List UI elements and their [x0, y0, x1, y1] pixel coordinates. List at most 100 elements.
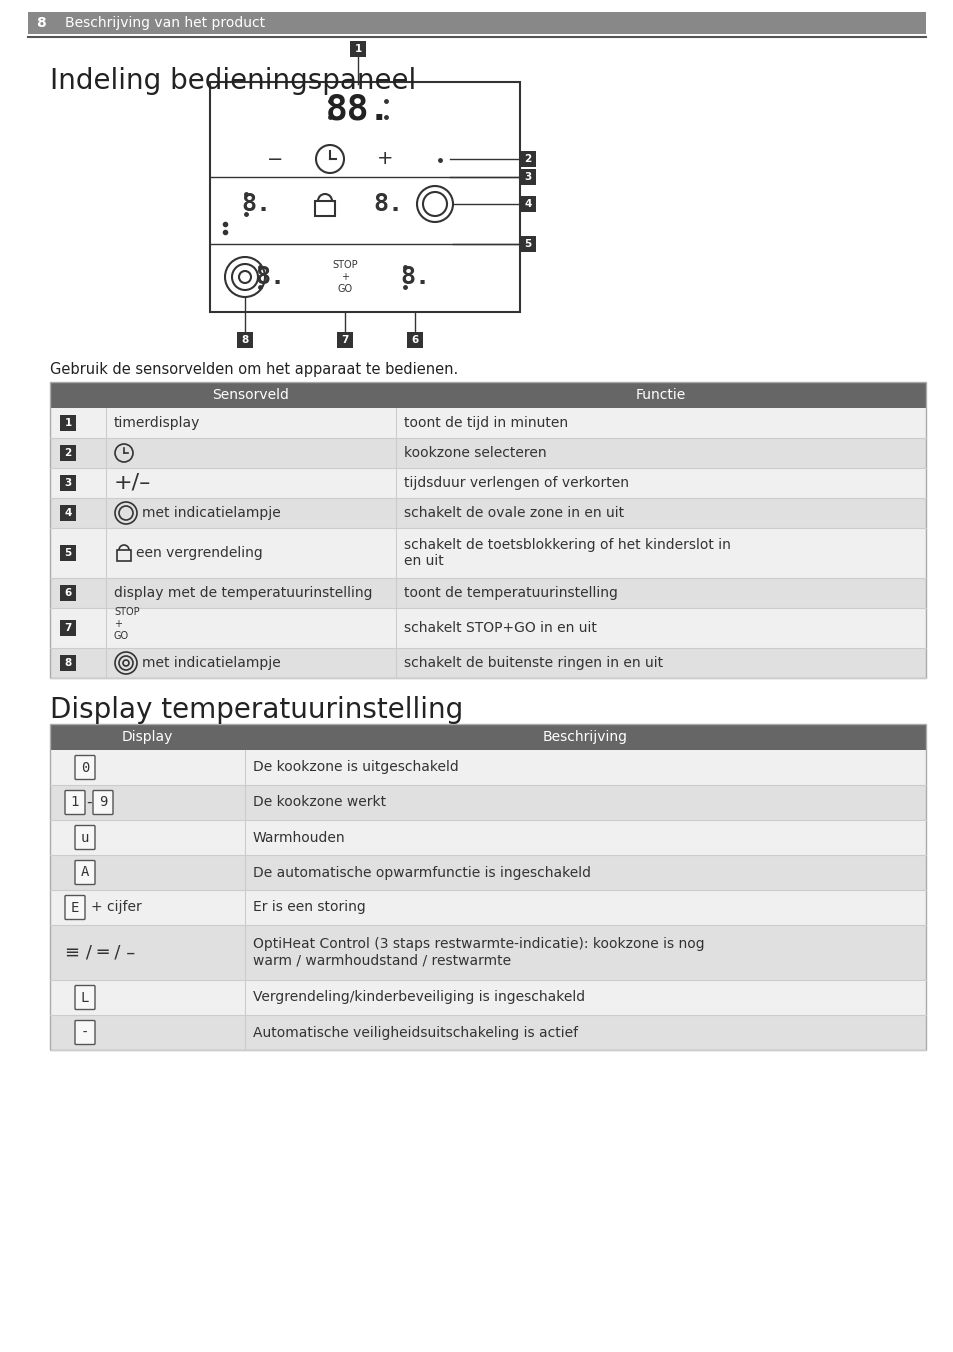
- FancyBboxPatch shape: [519, 196, 536, 212]
- Text: 7: 7: [64, 623, 71, 633]
- Text: tijdsduur verlengen of verkorten: tijdsduur verlengen of verkorten: [403, 476, 628, 489]
- FancyBboxPatch shape: [60, 415, 76, 431]
- Text: 4: 4: [524, 199, 531, 210]
- Text: +: +: [376, 150, 393, 169]
- Text: Display: Display: [122, 730, 173, 744]
- Text: E: E: [71, 900, 79, 914]
- Text: schakelt de buitenste ringen in en uit: schakelt de buitenste ringen in en uit: [403, 656, 662, 671]
- Text: met indicatielampje: met indicatielampje: [142, 506, 280, 521]
- Text: OptiHeat Control (3 staps restwarmte-indicatie): kookzone is nog
warm / warmhoud: OptiHeat Control (3 staps restwarmte-ind…: [253, 937, 704, 968]
- Bar: [28, 12, 925, 34]
- FancyBboxPatch shape: [60, 475, 76, 491]
- FancyBboxPatch shape: [336, 333, 353, 347]
- Bar: [50, 725, 925, 1051]
- Text: 8: 8: [241, 335, 249, 345]
- Text: 4: 4: [64, 508, 71, 518]
- Bar: [210, 82, 519, 312]
- Text: Sensorveld: Sensorveld: [213, 388, 289, 402]
- FancyBboxPatch shape: [60, 506, 76, 521]
- Text: timerdisplay: timerdisplay: [113, 416, 200, 430]
- Text: een vergrendeling: een vergrendeling: [136, 546, 262, 560]
- Bar: [50, 1015, 925, 1051]
- Text: Functie: Functie: [636, 388, 685, 402]
- FancyBboxPatch shape: [60, 585, 76, 602]
- Text: 8: 8: [36, 16, 46, 30]
- FancyBboxPatch shape: [60, 621, 76, 635]
- Text: 0: 0: [81, 760, 89, 775]
- Text: + cijfer: + cijfer: [91, 900, 142, 914]
- Bar: [50, 890, 925, 925]
- Text: STOP
+
GO: STOP + GO: [332, 261, 357, 293]
- Text: 1: 1: [71, 795, 79, 810]
- FancyBboxPatch shape: [75, 1021, 95, 1045]
- Text: Indeling bedieningspaneel: Indeling bedieningspaneel: [50, 68, 416, 95]
- FancyBboxPatch shape: [75, 756, 95, 780]
- Bar: [50, 498, 925, 529]
- Text: 5: 5: [64, 548, 71, 558]
- Bar: [50, 438, 925, 468]
- Text: A: A: [81, 865, 89, 880]
- Text: 3: 3: [524, 172, 531, 183]
- FancyBboxPatch shape: [65, 791, 85, 814]
- FancyBboxPatch shape: [519, 151, 536, 168]
- FancyBboxPatch shape: [519, 169, 536, 185]
- Text: ≡ / ═ / –: ≡ / ═ / –: [65, 944, 135, 961]
- Bar: [50, 786, 925, 821]
- Text: kookzone selecteren: kookzone selecteren: [403, 446, 546, 460]
- Text: 6: 6: [64, 588, 71, 598]
- FancyBboxPatch shape: [75, 826, 95, 849]
- Bar: [50, 980, 925, 1015]
- Bar: [50, 383, 925, 677]
- Text: 8.: 8.: [241, 192, 271, 216]
- Text: display met de temperatuurinstelling: display met de temperatuurinstelling: [113, 585, 372, 600]
- Text: 1: 1: [64, 418, 71, 429]
- Text: toont de temperatuurinstelling: toont de temperatuurinstelling: [403, 585, 618, 600]
- Text: −: −: [267, 150, 283, 169]
- Text: Vergrendeling/kinderbeveiliging is ingeschakeld: Vergrendeling/kinderbeveiliging is inges…: [253, 991, 584, 1005]
- Text: Beschrijving: Beschrijving: [542, 730, 627, 744]
- FancyBboxPatch shape: [236, 333, 253, 347]
- FancyBboxPatch shape: [75, 986, 95, 1010]
- Text: schakelt de ovale zone in en uit: schakelt de ovale zone in en uit: [403, 506, 623, 521]
- Bar: [50, 408, 925, 438]
- Text: toont de tijd in minuten: toont de tijd in minuten: [403, 416, 568, 430]
- Text: 8: 8: [64, 658, 71, 668]
- Text: 6: 6: [411, 335, 418, 345]
- Text: 8.: 8.: [254, 265, 285, 289]
- Text: 5: 5: [524, 239, 531, 249]
- FancyBboxPatch shape: [60, 654, 76, 671]
- Bar: [117, 550, 131, 561]
- FancyBboxPatch shape: [60, 445, 76, 461]
- Text: L: L: [81, 991, 89, 1005]
- Bar: [50, 854, 925, 890]
- FancyBboxPatch shape: [350, 41, 366, 57]
- Text: 8.: 8.: [373, 192, 402, 216]
- Bar: [50, 750, 925, 786]
- FancyBboxPatch shape: [60, 545, 76, 561]
- Text: De kookzone werkt: De kookzone werkt: [253, 795, 386, 810]
- FancyBboxPatch shape: [407, 333, 422, 347]
- Text: 2: 2: [524, 154, 531, 164]
- Bar: [50, 648, 925, 677]
- Text: met indicatielampje: met indicatielampje: [142, 656, 280, 671]
- Text: Automatische veiligheidsuitschakeling is actief: Automatische veiligheidsuitschakeling is…: [253, 1026, 578, 1040]
- Text: -: -: [86, 795, 91, 810]
- Text: u: u: [81, 830, 89, 845]
- Text: 8.: 8.: [399, 265, 430, 289]
- Bar: [50, 529, 925, 579]
- Text: 3: 3: [64, 479, 71, 488]
- Bar: [50, 608, 925, 648]
- FancyBboxPatch shape: [65, 895, 85, 919]
- Text: De kookzone is uitgeschakeld: De kookzone is uitgeschakeld: [253, 760, 458, 775]
- Text: 9: 9: [99, 795, 107, 810]
- Text: STOP
+
GO: STOP + GO: [113, 607, 139, 641]
- Bar: [50, 383, 925, 408]
- Bar: [314, 201, 335, 216]
- Text: 1: 1: [354, 45, 361, 54]
- FancyBboxPatch shape: [75, 860, 95, 884]
- Bar: [50, 925, 925, 980]
- Text: Er is een storing: Er is een storing: [253, 900, 365, 914]
- FancyBboxPatch shape: [92, 791, 112, 814]
- Text: schakelt de toetsblokkering of het kinderslot in
en uit: schakelt de toetsblokkering of het kinde…: [403, 538, 730, 568]
- Text: -: -: [81, 1026, 89, 1040]
